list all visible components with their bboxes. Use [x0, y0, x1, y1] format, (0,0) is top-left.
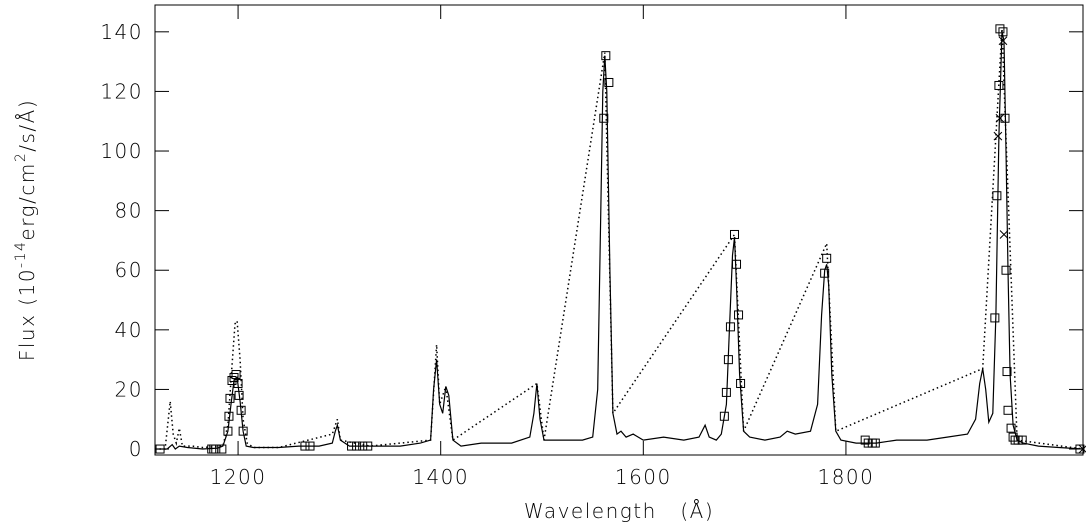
square-marker	[225, 393, 235, 403]
square-marker	[1000, 113, 1010, 123]
x-tick-label: 1600	[615, 465, 672, 489]
x-axis-label: Wavelength (Å)	[524, 499, 714, 523]
square-marker	[231, 370, 241, 380]
square-marker	[601, 51, 611, 61]
square-marker	[1008, 432, 1018, 442]
square-marker	[822, 253, 832, 263]
y-tick-label: 80	[115, 199, 143, 223]
square-marker	[604, 77, 614, 87]
square-marker	[732, 259, 742, 269]
square-marker	[238, 426, 248, 436]
x-tick-label: 1200	[210, 465, 267, 489]
x-tick-label: 1400	[412, 465, 469, 489]
square-marker	[217, 444, 227, 454]
y-tick-label: 40	[115, 318, 143, 342]
square-marker	[352, 441, 362, 451]
square-marker	[305, 441, 315, 451]
cross-marker	[995, 113, 1005, 123]
cross-marker	[998, 36, 1008, 46]
square-marker	[729, 229, 739, 239]
square-marker	[599, 113, 609, 123]
model-line	[155, 28, 1084, 450]
square-marker	[734, 310, 744, 320]
square-marker	[860, 435, 870, 445]
y-label-part: Flux (10	[15, 268, 39, 361]
square-marker	[995, 24, 1005, 34]
square-marker	[998, 27, 1008, 37]
square-marker	[300, 441, 310, 451]
y-tick-label: 0	[129, 437, 143, 461]
square-marker	[820, 268, 830, 278]
square-marker	[723, 355, 733, 365]
y-tick-label: 140	[100, 20, 143, 44]
square-marker	[721, 387, 731, 397]
square-marker	[233, 378, 243, 388]
square-marker	[990, 313, 1000, 323]
y-axis-label: Flux (10-14erg/cm2/s/Å)	[13, 99, 39, 361]
y-tick-label: 120	[100, 79, 143, 103]
square-marker	[211, 444, 221, 454]
y-label-part: erg/cm	[15, 162, 39, 240]
square-marker	[1002, 367, 1012, 377]
square-marker	[155, 444, 165, 454]
square-marker	[236, 405, 246, 415]
square-marker	[223, 426, 233, 436]
square-marker	[224, 411, 234, 421]
square-marker	[736, 378, 746, 388]
square-marker	[719, 411, 729, 421]
y-label-part: /s/Å)	[15, 99, 39, 152]
square-marker	[1001, 265, 1011, 275]
y-tick-label: 20	[115, 377, 143, 401]
y-tick-label: 100	[100, 139, 143, 163]
cross-marker	[999, 230, 1009, 239]
spectrum-line	[155, 31, 1084, 450]
square-marker	[358, 441, 368, 451]
y-label-part: 2	[13, 152, 29, 162]
square-marker	[1075, 444, 1085, 454]
square-marker	[725, 322, 735, 332]
y-tick-label: 60	[115, 258, 143, 282]
square-marker	[347, 441, 357, 451]
x-tick-label: 1800	[817, 465, 874, 489]
square-marker	[994, 80, 1004, 90]
square-marker	[992, 191, 1002, 201]
square-marker	[1017, 435, 1027, 445]
cross-marker	[993, 131, 1003, 141]
plot-frame	[154, 4, 1084, 456]
y-label-part: -14	[13, 241, 29, 268]
square-marker	[1003, 405, 1013, 415]
square-marker	[870, 438, 880, 448]
square-marker	[1006, 423, 1016, 433]
square-marker	[234, 390, 244, 400]
square-marker	[363, 441, 373, 451]
